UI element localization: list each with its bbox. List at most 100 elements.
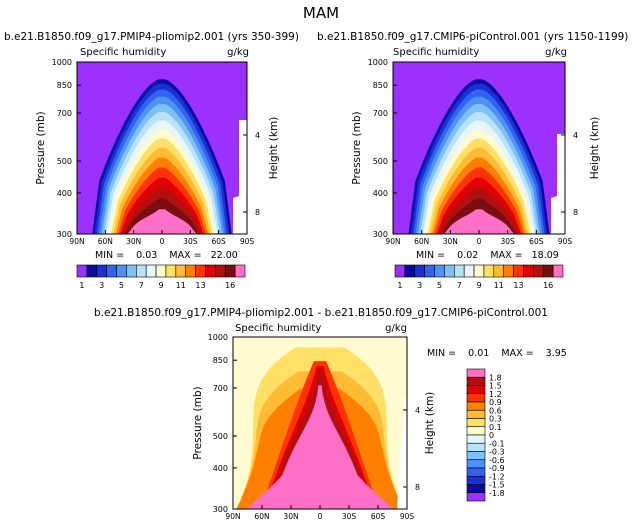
y-tick-label: 500 bbox=[57, 157, 72, 166]
colorbar-swatch bbox=[466, 426, 486, 436]
colorbar-swatch bbox=[552, 264, 564, 278]
panel-1-title: b.e21.B1850.f09_g17.PMIP4-pliomip2.001 (… bbox=[4, 31, 299, 43]
x-tick-label: 90S bbox=[240, 237, 255, 246]
colorbar-label: -1.2 bbox=[489, 472, 505, 481]
panel-3-units: g/kg bbox=[385, 323, 407, 334]
y-tick-label: 500 bbox=[373, 157, 388, 166]
colorbar-swatch bbox=[466, 376, 486, 386]
panel-2-ylabel-right: Height (km) bbox=[589, 117, 601, 180]
colorbar-label: -1.8 bbox=[489, 489, 505, 498]
colorbar-label: 13 bbox=[195, 281, 205, 290]
panel-1-colorbar: 1 3 5 7 9 11 13 16 bbox=[76, 264, 246, 290]
colorbar-swatch bbox=[414, 264, 425, 278]
x-tick-label: 60N bbox=[98, 237, 113, 246]
x-tick-label: 60S bbox=[371, 512, 386, 521]
colorbar-label: 16 bbox=[543, 281, 553, 290]
colorbar-swatch bbox=[466, 484, 486, 494]
colorbar-swatch bbox=[434, 264, 445, 278]
colorbar-swatch bbox=[145, 264, 157, 278]
colorbar-swatch bbox=[466, 418, 486, 428]
height-tick-label: 4 bbox=[573, 131, 578, 140]
colorbar-swatch bbox=[466, 401, 486, 411]
x-tick-label: 90N bbox=[225, 512, 240, 521]
colorbar-label: 1 bbox=[397, 281, 402, 290]
panel-2-colorbar: 1 3 5 7 9 11 13 16 bbox=[394, 264, 564, 290]
height-tick-label: 4 bbox=[415, 406, 420, 415]
colorbar-label: -0.1 bbox=[489, 439, 505, 448]
contour-band bbox=[246, 392, 394, 509]
panel-3-contours bbox=[233, 337, 407, 509]
x-tick-label: 90N bbox=[69, 237, 84, 246]
y-tick-label: 1000 bbox=[208, 333, 228, 342]
colorbar-swatch bbox=[394, 264, 406, 278]
colorbar-swatch bbox=[106, 264, 117, 278]
y-tick-label: 300 bbox=[213, 505, 228, 514]
colorbar-swatch bbox=[205, 264, 216, 278]
y-tick-label: 300 bbox=[57, 230, 72, 239]
panel-1-ylabel-right: Height (km) bbox=[268, 117, 280, 180]
panel-2-stats: MIN = 0.02 MAX = 18.09 bbox=[416, 250, 559, 261]
y-tick-label: 700 bbox=[57, 109, 72, 118]
colorbar-swatch bbox=[175, 264, 187, 278]
colorbar-label: 0.9 bbox=[489, 398, 502, 407]
colorbar-label: 5 bbox=[437, 281, 442, 290]
colorbar-label: 0.1 bbox=[489, 423, 502, 432]
colorbar-swatch bbox=[86, 264, 98, 278]
colorbar-swatch bbox=[466, 467, 486, 477]
colorbar-label: 1.5 bbox=[489, 382, 502, 391]
missing-data-area bbox=[397, 397, 407, 509]
colorbar-swatch bbox=[453, 264, 465, 278]
colorbar-swatch bbox=[165, 264, 177, 278]
height-tick-label: 8 bbox=[255, 208, 260, 217]
colorbar-swatch bbox=[466, 442, 486, 452]
colorbar-swatch bbox=[126, 264, 137, 278]
colorbar-swatch bbox=[116, 264, 127, 278]
contour-band bbox=[443, 209, 515, 234]
colorbar-swatch bbox=[466, 451, 486, 461]
colorbar-label: -0.3 bbox=[489, 448, 505, 457]
panel-1-stats: MIN = 0.03 MAX = 22.00 bbox=[95, 250, 238, 261]
colorbar-swatch bbox=[466, 459, 486, 469]
panel-3-title: b.e21.B1850.f09_g17.PMIP4-pliomip2.001 -… bbox=[94, 307, 548, 319]
x-tick-label: 30S bbox=[342, 512, 357, 521]
height-tick-label: 4 bbox=[255, 131, 260, 140]
contour-band bbox=[127, 209, 197, 234]
colorbar-swatch bbox=[463, 264, 475, 278]
x-tick-label: 60N bbox=[414, 237, 429, 246]
panel-2-contours bbox=[393, 62, 565, 234]
x-tick-label: 30N bbox=[283, 512, 298, 521]
colorbar-label: 3 bbox=[417, 281, 422, 290]
x-tick-label: 0 bbox=[318, 512, 323, 521]
y-tick-label: 700 bbox=[373, 109, 388, 118]
colorbar-swatch bbox=[135, 264, 147, 278]
x-tick-label: 0 bbox=[477, 237, 482, 246]
colorbar-label: 0.3 bbox=[489, 415, 502, 424]
panel-3-colorbar: 1.81.51.20.90.60.30.10-0.1-0.3-0.6-0.9-1… bbox=[466, 368, 505, 502]
panel-1-subtitle: Specific humidity bbox=[80, 47, 166, 58]
colorbar-label: 1.2 bbox=[489, 390, 502, 399]
colorbar-label: 16 bbox=[225, 281, 235, 290]
y-tick-label: 850 bbox=[373, 81, 388, 90]
colorbar-swatch bbox=[466, 434, 486, 444]
x-tick-label: 90S bbox=[400, 512, 415, 521]
x-tick-label: 30N bbox=[443, 237, 458, 246]
y-tick-label: 1000 bbox=[52, 58, 72, 67]
colorbar-label: 11 bbox=[176, 281, 186, 290]
colorbar-swatch bbox=[444, 264, 455, 278]
y-tick-label: 850 bbox=[213, 356, 228, 365]
colorbar-swatch bbox=[466, 492, 486, 502]
panel-1-ylabel: Pressure (mb) bbox=[35, 111, 47, 184]
x-tick-label: 90N bbox=[385, 237, 400, 246]
colorbar-swatch bbox=[96, 264, 107, 278]
colorbar-swatch bbox=[155, 264, 167, 278]
colorbar-label: 7 bbox=[457, 281, 462, 290]
colorbar-label: 7 bbox=[139, 281, 144, 290]
colorbar-swatch bbox=[215, 264, 226, 278]
colorbar-swatch bbox=[493, 264, 505, 278]
colorbar-swatch bbox=[466, 368, 486, 378]
panel-2-ylabel: Pressure (mb) bbox=[351, 111, 363, 184]
panel-2-units: g/kg bbox=[545, 47, 567, 58]
height-tick-label: 8 bbox=[573, 208, 578, 217]
y-tick-label: 300 bbox=[373, 230, 388, 239]
